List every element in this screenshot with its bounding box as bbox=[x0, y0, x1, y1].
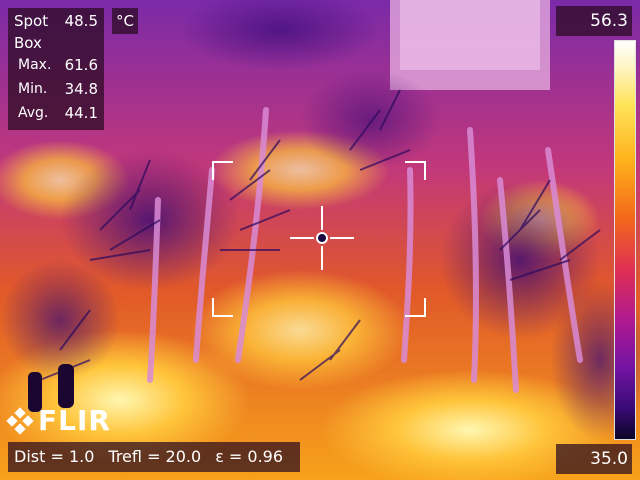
min-label: Min. bbox=[18, 81, 48, 97]
spot-value: 48.5 bbox=[64, 12, 98, 30]
measurement-panel: Spot 48.5 Box Max. 61.6 Min. 34.8 Avg. 4… bbox=[8, 8, 104, 130]
flir-logo: FLIR bbox=[6, 404, 110, 438]
max-value: 61.6 bbox=[64, 56, 98, 74]
box-label: Box bbox=[14, 34, 42, 52]
emissivity-param: ε = 0.96 bbox=[215, 447, 284, 466]
reflected-temp-param: Trefl = 20.0 bbox=[108, 447, 202, 466]
color-scale-bar bbox=[614, 40, 636, 440]
scale-max-value: 56.3 bbox=[556, 6, 632, 36]
flir-diamond-icon bbox=[6, 407, 34, 435]
avg-label: Avg. bbox=[18, 105, 49, 121]
avg-value: 44.1 bbox=[64, 104, 98, 122]
max-label: Max. bbox=[18, 57, 52, 73]
distance-param: Dist = 1.0 bbox=[14, 447, 95, 466]
temperature-unit: °C bbox=[112, 8, 138, 34]
scale-min-value: 35.0 bbox=[556, 444, 632, 474]
min-value: 34.8 bbox=[64, 80, 98, 98]
parameters-bar: Dist = 1.0 Trefl = 20.0 ε = 0.96 bbox=[8, 442, 300, 472]
logo-text: FLIR bbox=[38, 404, 111, 437]
spot-label: Spot bbox=[14, 12, 49, 30]
